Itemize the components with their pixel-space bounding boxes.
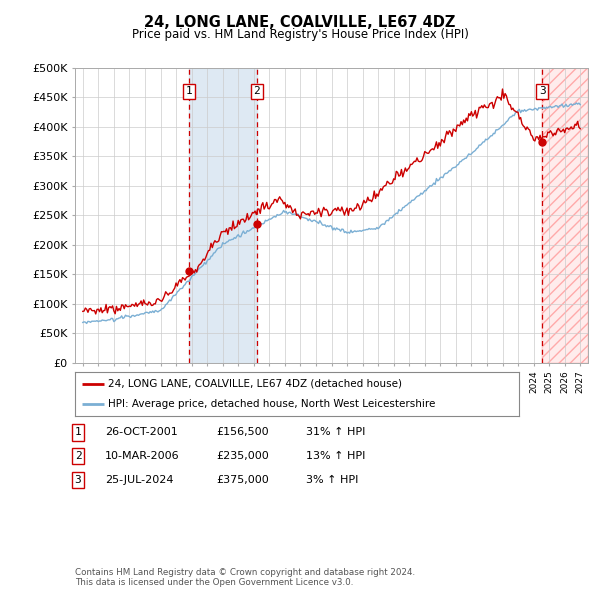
Text: 1: 1 [185,87,192,96]
Text: 24, LONG LANE, COALVILLE, LE67 4DZ: 24, LONG LANE, COALVILLE, LE67 4DZ [145,15,455,30]
Text: £375,000: £375,000 [216,475,269,484]
Text: Price paid vs. HM Land Registry's House Price Index (HPI): Price paid vs. HM Land Registry's House … [131,28,469,41]
Text: Contains HM Land Registry data © Crown copyright and database right 2024.
This d: Contains HM Land Registry data © Crown c… [75,568,415,587]
Text: 26-OCT-2001: 26-OCT-2001 [105,428,178,437]
Text: 13% ↑ HPI: 13% ↑ HPI [306,451,365,461]
Text: 25-JUL-2024: 25-JUL-2024 [105,475,173,484]
Text: 1: 1 [74,428,82,437]
Text: 3: 3 [74,475,82,484]
Text: 31% ↑ HPI: 31% ↑ HPI [306,428,365,437]
Text: 3% ↑ HPI: 3% ↑ HPI [306,475,358,484]
Bar [542,68,588,363]
Text: 24, LONG LANE, COALVILLE, LE67 4DZ (detached house): 24, LONG LANE, COALVILLE, LE67 4DZ (deta… [108,379,403,389]
Text: HPI: Average price, detached house, North West Leicestershire: HPI: Average price, detached house, Nort… [108,399,436,409]
Bar [542,68,588,363]
Text: £156,500: £156,500 [216,428,269,437]
Text: £235,000: £235,000 [216,451,269,461]
Text: 2: 2 [74,451,82,461]
Text: 3: 3 [539,87,545,96]
Bar [189,68,257,363]
Text: 10-MAR-2006: 10-MAR-2006 [105,451,179,461]
Text: 2: 2 [253,87,260,96]
